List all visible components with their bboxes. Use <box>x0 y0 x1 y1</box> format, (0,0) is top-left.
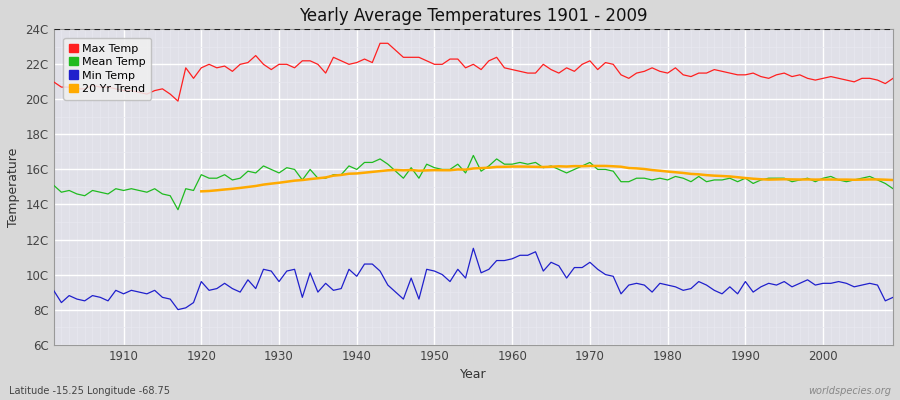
Text: worldspecies.org: worldspecies.org <box>808 386 891 396</box>
Legend: Max Temp, Mean Temp, Min Temp, 20 Yr Trend: Max Temp, Mean Temp, Min Temp, 20 Yr Tre… <box>63 38 151 100</box>
X-axis label: Year: Year <box>460 368 487 381</box>
Text: Latitude -15.25 Longitude -68.75: Latitude -15.25 Longitude -68.75 <box>9 386 170 396</box>
Y-axis label: Temperature: Temperature <box>7 147 20 227</box>
Title: Yearly Average Temperatures 1901 - 2009: Yearly Average Temperatures 1901 - 2009 <box>299 7 648 25</box>
